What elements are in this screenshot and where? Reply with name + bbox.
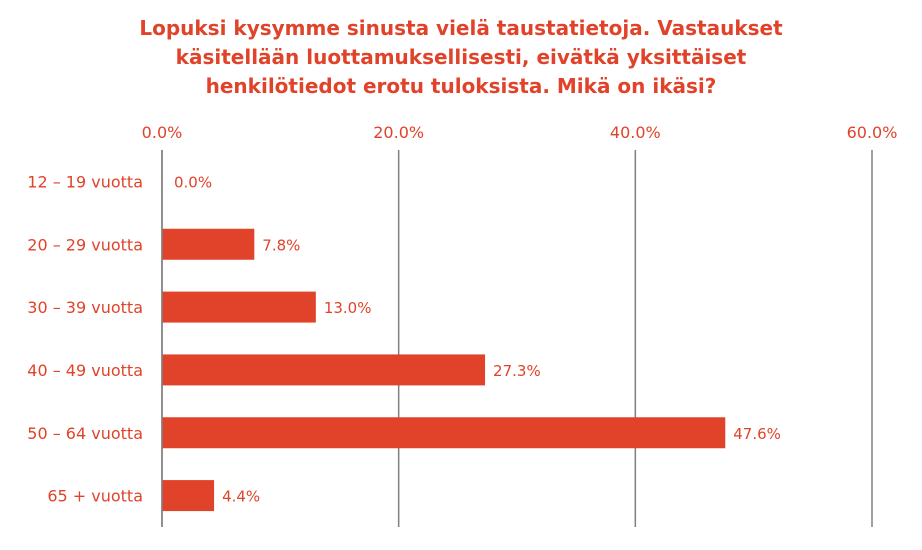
data-label: 4.4% bbox=[222, 488, 260, 506]
bar bbox=[162, 417, 726, 449]
category-label: 30 – 39 vuotta bbox=[27, 298, 143, 317]
category-label: 40 – 49 vuotta bbox=[27, 361, 143, 380]
data-label: 27.3% bbox=[493, 362, 541, 380]
data-label: 0.0% bbox=[174, 173, 212, 191]
data-label: 13.0% bbox=[324, 299, 372, 317]
x-tick-label: 0.0% bbox=[142, 123, 183, 142]
chart-title-line-2: käsitellään luottamuksellisesti, eivätkä… bbox=[175, 45, 747, 69]
x-tick-label: 40.0% bbox=[610, 123, 661, 142]
chart-title-line-1: Lopuksi kysymme sinusta vielä taustatiet… bbox=[139, 16, 783, 40]
category-label: 20 – 29 vuotta bbox=[27, 235, 143, 254]
data-label: 7.8% bbox=[262, 236, 300, 254]
category-label: 12 – 19 vuotta bbox=[27, 172, 143, 191]
category-label: 50 – 64 vuotta bbox=[27, 424, 143, 443]
x-tick-label: 20.0% bbox=[373, 123, 424, 142]
bar bbox=[162, 291, 316, 323]
data-label: 47.6% bbox=[733, 425, 781, 443]
chart-title-line-3: henkilötiedot erotu tuloksista. Mikä on … bbox=[205, 74, 717, 98]
chart-title: Lopuksi kysymme sinusta vielä taustatiet… bbox=[40, 14, 882, 101]
bar bbox=[162, 228, 255, 260]
bar bbox=[162, 354, 486, 386]
x-tick-label: 60.0% bbox=[847, 123, 898, 142]
bar bbox=[162, 480, 215, 512]
category-label: 65 + vuotta bbox=[47, 487, 143, 506]
